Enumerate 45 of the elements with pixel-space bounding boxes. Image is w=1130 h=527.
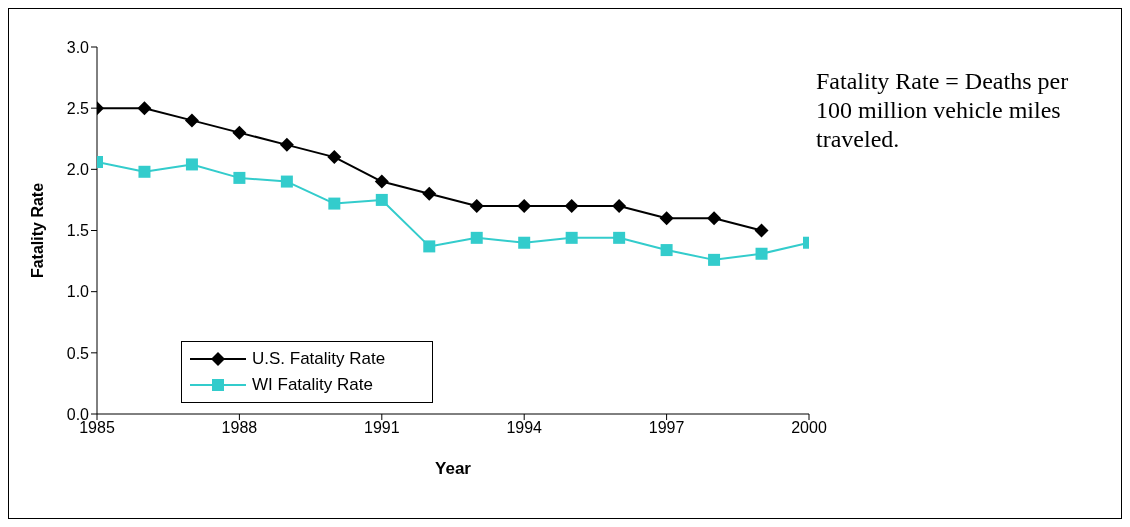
point	[328, 197, 341, 210]
point	[422, 186, 437, 201]
x-tick-label: 1988	[221, 419, 258, 437]
point	[517, 199, 532, 214]
point	[470, 231, 483, 244]
point	[423, 240, 436, 253]
point	[564, 199, 579, 214]
legend-label: U.S. Fatality Rate	[252, 349, 386, 369]
point	[469, 199, 484, 214]
point	[232, 125, 247, 140]
point	[280, 175, 293, 188]
y-tick-label: 2.5	[66, 99, 90, 117]
x-axis-title: Year	[435, 459, 472, 478]
x-tick-label: 1997	[648, 419, 685, 437]
point	[279, 137, 294, 152]
text: Fatality Rate = Deaths per 100 million vehicle miles traveled.	[816, 67, 1070, 154]
point	[233, 171, 246, 184]
point	[375, 193, 388, 206]
point	[185, 158, 198, 171]
y-axis-title: Fatality Rate	[28, 182, 46, 279]
y-tick-label: 1.5	[66, 222, 90, 240]
point	[565, 231, 578, 244]
x-tick-label: 1994	[506, 419, 543, 437]
point	[659, 211, 674, 226]
point	[518, 236, 531, 249]
legend-label: WI Fatality Rate	[252, 375, 373, 395]
point	[612, 199, 627, 214]
point	[660, 244, 673, 257]
y-tick-label: 2.0	[66, 161, 90, 179]
point	[137, 101, 152, 116]
y-tick-label: 1.0	[66, 283, 90, 301]
x-tick-label: 1991	[364, 419, 400, 437]
point	[708, 253, 721, 266]
point	[374, 174, 389, 189]
point	[707, 211, 722, 226]
point	[327, 150, 342, 165]
y-tick-label: 0.5	[66, 344, 90, 362]
y-tick-label: 3.0	[66, 38, 90, 56]
point	[138, 165, 151, 178]
x-tick-label: 1985	[79, 419, 115, 437]
x-tick-label: 2000	[791, 419, 827, 437]
point	[755, 247, 768, 260]
point	[754, 223, 769, 238]
point	[613, 231, 626, 244]
point	[184, 113, 199, 128]
